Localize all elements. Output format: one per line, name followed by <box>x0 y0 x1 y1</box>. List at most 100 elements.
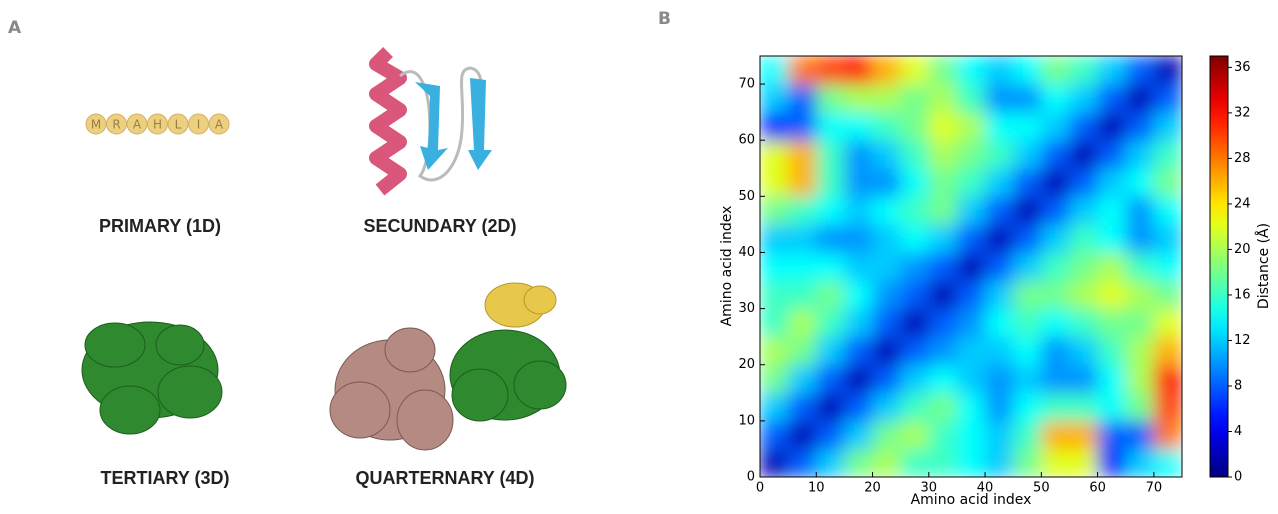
heatmap-cell <box>957 56 986 85</box>
heatmap-cell <box>985 196 1014 225</box>
heatmap-cell <box>788 56 817 85</box>
heatmap-cell <box>873 140 902 169</box>
heatmap-cell <box>1069 449 1098 478</box>
heatmap-cell <box>788 84 817 113</box>
bead-letter: L <box>175 118 182 132</box>
heatmap-cell <box>929 309 958 338</box>
heatmap-cell <box>873 421 902 450</box>
heatmap-cell <box>1126 112 1155 141</box>
y-tick-label: 0 <box>747 470 755 485</box>
heatmap-cell <box>844 365 873 394</box>
heatmap-cell <box>901 449 930 478</box>
caption: QUARTERNARY (4D) <box>355 468 534 488</box>
heatmap-cell <box>788 449 817 478</box>
heatmap-cell <box>957 309 986 338</box>
heatmap-cell <box>844 309 873 338</box>
heatmap-cell <box>1154 309 1183 338</box>
heatmap-cell <box>816 56 845 85</box>
heatmap-cell <box>957 393 986 422</box>
heatmap-cell <box>1098 140 1127 169</box>
heatmap-cell <box>788 421 817 450</box>
panel-label: A <box>8 18 22 38</box>
heatmap-cell <box>929 449 958 478</box>
heatmap-cell <box>1154 365 1183 394</box>
heatmap-cell <box>1098 196 1127 225</box>
heatmap-cell <box>760 365 789 394</box>
heatmap-cell <box>873 168 902 197</box>
x-tick-label: 20 <box>864 481 881 496</box>
heatmap-cell <box>1154 281 1183 310</box>
heatmap-cell <box>1013 309 1042 338</box>
heatmap-cell <box>1098 56 1127 85</box>
heatmap-cell <box>816 421 845 450</box>
heatmap-cell <box>788 365 817 394</box>
y-tick-label: 30 <box>738 301 755 316</box>
heatmap-cell <box>844 337 873 366</box>
heatmap-cell <box>901 421 930 450</box>
heatmap-cell <box>1069 84 1098 113</box>
heatmap-cell <box>1069 337 1098 366</box>
heatmap-cell <box>844 393 873 422</box>
heatmap-cell <box>901 309 930 338</box>
heatmap-cell <box>1098 421 1127 450</box>
heatmap-cell <box>985 168 1014 197</box>
heatmap-cell <box>1041 337 1070 366</box>
x-tick-label: 60 <box>1089 481 1106 496</box>
heatmap-cell <box>760 168 789 197</box>
colorbar-tick-label: 8 <box>1234 378 1242 393</box>
heatmap-cell <box>816 281 845 310</box>
heatmap-cell <box>957 168 986 197</box>
heatmap-cell <box>1154 112 1183 141</box>
heatmap-cell <box>901 168 930 197</box>
heatmap-cell <box>816 112 845 141</box>
heatmap-cell <box>1069 224 1098 253</box>
heatmap-cell <box>929 224 958 253</box>
heatmap-cell <box>788 252 817 281</box>
heatmap-cell <box>844 84 873 113</box>
heatmap-cell <box>816 449 845 478</box>
heatmap-cell <box>901 140 930 169</box>
heatmap-cell <box>788 309 817 338</box>
heatmap-cell <box>985 140 1014 169</box>
x-tick-label: 0 <box>756 481 764 496</box>
heatmap-cell <box>816 168 845 197</box>
x-tick-label: 70 <box>1146 481 1163 496</box>
bead-letter: A <box>215 118 224 132</box>
caption: PRIMARY (1D) <box>99 216 221 236</box>
caption: TERTIARY (3D) <box>100 468 229 488</box>
heatmap-cell <box>844 224 873 253</box>
heatmap-cell <box>1069 281 1098 310</box>
heatmap-cell <box>873 281 902 310</box>
heatmap-cell <box>1069 140 1098 169</box>
heatmap-cell <box>1126 449 1155 478</box>
heatmap-cell <box>1126 168 1155 197</box>
heatmap-cell <box>1069 365 1098 394</box>
heatmap-cell <box>1041 112 1070 141</box>
y-tick-label: 50 <box>738 189 755 204</box>
heatmap-cell <box>1098 449 1127 478</box>
heatmap-cell <box>929 56 958 85</box>
heatmap-cell <box>901 224 930 253</box>
heatmap-cell <box>873 449 902 478</box>
heatmap-cell <box>873 393 902 422</box>
heatmap-cell <box>1069 421 1098 450</box>
bead-letter: A <box>133 118 142 132</box>
heatmap-cell <box>1041 140 1070 169</box>
colorbar-tick-label: 32 <box>1234 105 1251 120</box>
heatmap-cell <box>1126 140 1155 169</box>
heatmap-cell <box>957 84 986 113</box>
heatmap-cell <box>1098 309 1127 338</box>
heatmap-cell <box>985 309 1014 338</box>
heatmap-cell <box>873 365 902 394</box>
heatmap-cell <box>1041 281 1070 310</box>
heatmap-cell <box>873 337 902 366</box>
heatmap-cell <box>929 281 958 310</box>
heatmap-cell <box>844 140 873 169</box>
heatmap-cell <box>929 168 958 197</box>
heatmap-cell <box>760 196 789 225</box>
heatmap-cell <box>957 252 986 281</box>
heatmap-cell <box>1013 393 1042 422</box>
heatmap-cell <box>901 281 930 310</box>
heatmap-cell <box>760 281 789 310</box>
